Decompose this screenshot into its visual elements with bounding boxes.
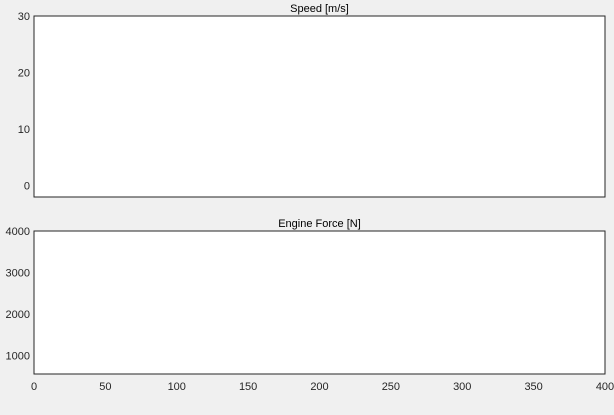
speed-chart-title: Speed [m/s] [290, 3, 349, 15]
engine-force-y-tick-label: 2000 [6, 309, 30, 321]
engine-force-x-tick-label: 100 [168, 381, 186, 393]
engine-force-x-tick-label: 50 [99, 381, 111, 393]
engine-force-x-tick-label: 350 [524, 381, 542, 393]
speed-y-tick-label: 0 [24, 181, 30, 193]
engine-force-y-tick-label: 3000 [6, 267, 30, 279]
engine-force-x-tick-label: 300 [453, 381, 471, 393]
engine-force-x-tick-label: 0 [31, 381, 37, 393]
engine-force-tick-labels: 0 50 100 150 200 250 300 350 400 1000 2000 3000 4000 [6, 226, 614, 393]
speed-y-tick-label: 20 [18, 68, 30, 80]
engine-force-x-tick-label: 200 [310, 381, 328, 393]
engine-force-y-tick-label: 1000 [6, 350, 30, 362]
engine-force-chart-title: Engine Force [N] [278, 218, 361, 230]
speed-y-tick-label: 30 [18, 11, 30, 23]
speed-panel: 0 10 20 30 Speed [m/s] [18, 3, 606, 198]
speed-plot-area [33, 15, 606, 198]
speed-tick-labels: 0 10 20 30 [18, 11, 30, 193]
engine-force-x-tick-label: 150 [239, 381, 257, 393]
engine-force-plot-area [33, 230, 606, 375]
engine-force-y-tick-label: 4000 [6, 226, 30, 238]
engine-force-x-tick-label: 400 [596, 381, 614, 393]
engine-force-panel: 0 50 100 150 200 250 300 350 400 1000 2000 3000 4000… [6, 218, 614, 393]
speed-y-tick-label: 10 [18, 124, 30, 136]
engine-force-x-tick-label: 250 [382, 381, 400, 393]
